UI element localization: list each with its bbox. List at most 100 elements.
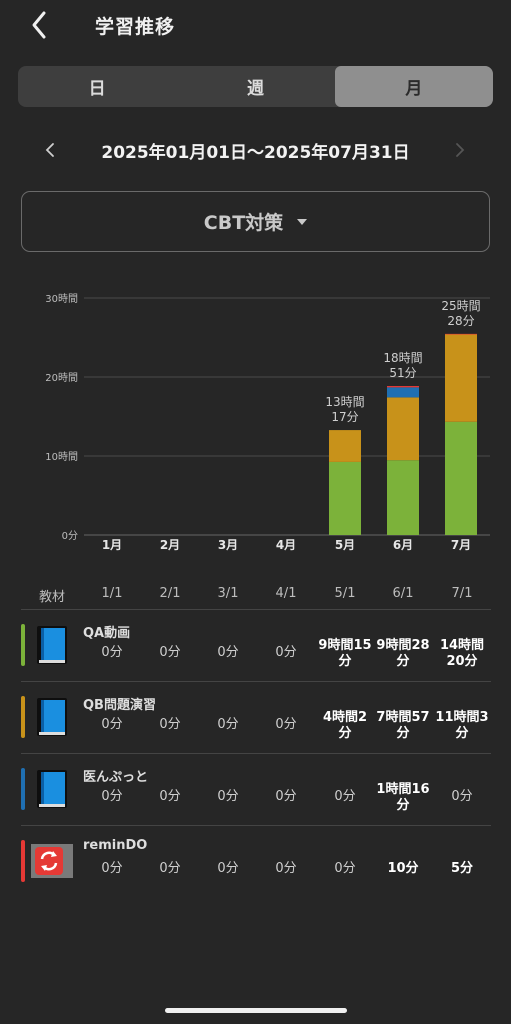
time-cell-text: 0分 xyxy=(275,861,297,876)
time-cell-text: 0分 xyxy=(217,717,239,732)
time-cell-text: 0分 xyxy=(275,789,297,804)
time-cell: 0分 xyxy=(200,789,256,805)
series-color-bar xyxy=(21,624,25,666)
time-cell: 9時間15 分 xyxy=(317,638,373,670)
time-cell-line: 分 xyxy=(396,654,410,669)
date-range-label: 2025年01月01日～2025年07月31日 xyxy=(101,143,410,163)
time-cell-line: 4時間2 xyxy=(322,710,368,725)
home-indicator xyxy=(165,1008,347,1013)
column-header-month: 6/1 xyxy=(392,586,414,601)
column-header-month: 3/1 xyxy=(217,586,239,601)
time-cell-line: 9時間28 xyxy=(376,638,430,653)
bar-segment-qb xyxy=(329,430,361,462)
time-cell: 0分 xyxy=(258,789,314,805)
stacked-bar-chart: 0分 10時間 20時間 30時間 1月 2月 3月 4月 5月 6月 7月 13時間 17分 18時間 5… xyxy=(0,285,511,560)
time-cell: 4時間2 分 xyxy=(317,710,373,742)
time-cell: 0分 xyxy=(200,717,256,733)
tab-month[interactable]: 月 xyxy=(334,66,493,107)
time-cell: 0分 xyxy=(200,645,256,661)
total-label: 17分 xyxy=(331,410,358,424)
x-tick-label: 1月 xyxy=(102,538,122,552)
table-row: QA動画 0分 0分 0分 0分 9時間15 分 9時間28 分 14時間 20分 xyxy=(21,610,491,682)
time-cell: 14時間 20分 xyxy=(434,638,490,670)
bar-segment-qa xyxy=(387,460,419,535)
time-cell: 5分 xyxy=(434,861,490,877)
column-header-month: 2/1 xyxy=(159,586,181,601)
time-cell: 0分 xyxy=(317,861,373,877)
time-cell-line: 9時間15 xyxy=(318,638,372,653)
material-name: QB問題演習 xyxy=(83,698,156,713)
time-cell: 0分 xyxy=(258,717,314,733)
series-color-bar xyxy=(21,768,25,810)
time-cell-text: 0分 xyxy=(217,789,239,804)
time-cell-line: 分 xyxy=(396,726,410,741)
time-cell: 0分 xyxy=(258,645,314,661)
time-cell-text: 0分 xyxy=(275,645,297,660)
x-tick-label: 3月 xyxy=(218,538,238,552)
total-label: 51分 xyxy=(389,366,416,380)
time-cell: 0分 xyxy=(142,645,198,661)
column-header-month: 7/1 xyxy=(451,586,473,601)
tab-day[interactable]: 日 xyxy=(88,79,106,99)
time-cell: 9時間28 分 xyxy=(375,638,431,670)
time-cell: 0分 xyxy=(434,789,490,805)
total-label: 13時間 xyxy=(325,395,364,409)
table-row: QB問題演習 0分 0分 0分 0分 4時間2 分 7時間57 分 11時間3 分 xyxy=(21,682,491,754)
time-cell: 1時間16 分 xyxy=(375,782,431,814)
y-tick-label: 10時間 xyxy=(45,451,78,463)
bar-segment-remindo xyxy=(445,333,477,335)
prev-period-chevron-icon[interactable] xyxy=(40,138,60,162)
time-cell-text: 0分 xyxy=(334,861,356,876)
time-cell: 0分 xyxy=(317,789,373,805)
time-cell: 0分 xyxy=(142,861,198,877)
study-time-table: 教材 1/1 2/1 3/1 4/1 5/1 6/1 7/1 QA動画 0分 0分 0分 0分 9時間1… xyxy=(21,580,491,898)
column-header-month: 5/1 xyxy=(334,586,356,601)
book-icon xyxy=(37,626,67,664)
time-cell-text: 0分 xyxy=(101,789,123,804)
time-cell-text: 0分 xyxy=(159,789,181,804)
time-cell-text: 0分 xyxy=(159,861,181,876)
date-navigator: 2025年01月01日～2025年07月31日 xyxy=(0,130,511,170)
column-header-month: 4/1 xyxy=(275,586,297,601)
course-selector[interactable]: CBT対策 xyxy=(21,191,490,252)
bar-segment-med xyxy=(387,387,419,398)
time-cell-line: 分 xyxy=(396,798,410,813)
next-period-chevron-icon[interactable] xyxy=(450,138,470,162)
time-cell-line: 7時間57 xyxy=(376,710,430,725)
time-cell: 0分 xyxy=(200,861,256,877)
time-cell-text: 0分 xyxy=(101,645,123,660)
caret-down-icon xyxy=(297,218,308,225)
time-cell-text: 10分 xyxy=(387,861,419,876)
header: 学習推移 xyxy=(0,0,511,52)
time-cell-line: 分 xyxy=(338,654,352,669)
back-chevron-icon[interactable] xyxy=(26,8,56,42)
material-name: reminDO xyxy=(83,838,148,853)
time-cell-text: 5分 xyxy=(450,861,474,876)
time-cell: 10分 xyxy=(375,861,431,877)
time-cell-text: 0分 xyxy=(159,717,181,732)
time-cell: 0分 xyxy=(84,861,140,877)
tab-week[interactable]: 週 xyxy=(246,79,264,99)
time-cell-text: 0分 xyxy=(451,789,473,804)
time-cell-line: 11時間3 xyxy=(435,710,489,725)
time-cell-text: 0分 xyxy=(159,645,181,660)
time-cell-text: 0分 xyxy=(334,789,356,804)
bar-segment-qb xyxy=(445,334,477,422)
bar-segment-remindo xyxy=(387,386,419,388)
book-icon xyxy=(37,698,67,736)
time-cell: 0分 xyxy=(142,717,198,733)
time-cell-text: 0分 xyxy=(217,861,239,876)
time-cell-line: 1時間16 xyxy=(376,782,430,797)
table-row: 医んぷっと 0分 0分 0分 0分 0分 1時間16 分 0分 xyxy=(21,754,491,826)
table-row: reminDO 0分 0分 0分 0分 0分 10分 5分 xyxy=(21,826,491,898)
total-label: 18時間 xyxy=(383,351,422,365)
time-cell-line: 20分 xyxy=(446,654,478,669)
x-tick-label: 2月 xyxy=(160,538,180,552)
time-cell: 7時間57 分 xyxy=(375,710,431,742)
course-selector-label: CBT対策 xyxy=(203,212,284,234)
time-cell: 11時間3 分 xyxy=(434,710,490,742)
total-label: 25時間 xyxy=(441,299,480,313)
book-icon xyxy=(37,770,67,808)
page-title: 学習推移 xyxy=(95,16,176,38)
time-cell-line: 14時間 xyxy=(439,638,485,653)
